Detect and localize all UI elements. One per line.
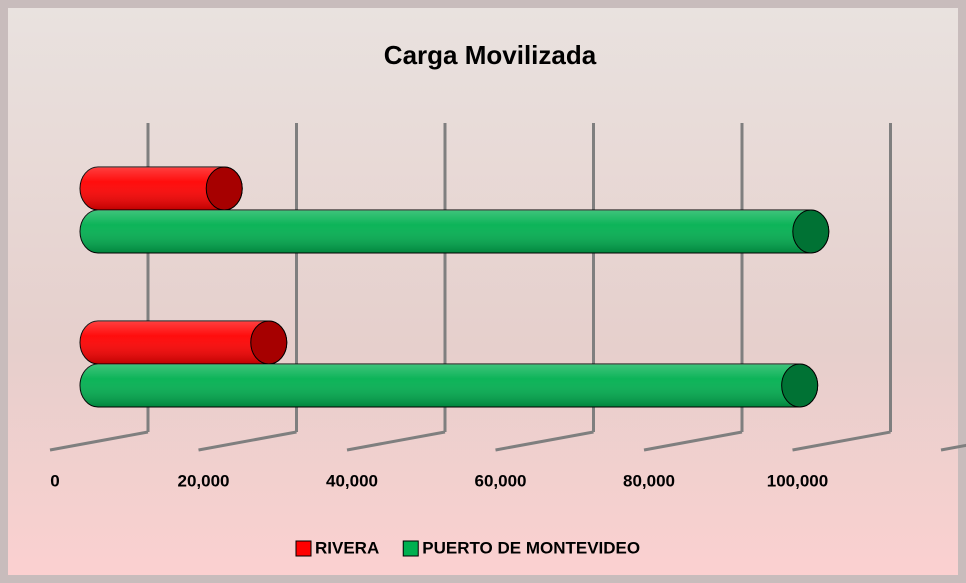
floor-line: [643, 430, 743, 452]
floor-end: [940, 443, 966, 452]
legend-swatch: [402, 540, 419, 557]
floor-line: [198, 430, 297, 452]
x-tick-label: 100,000: [767, 471, 828, 490]
chart-title: Carga Movilizada: [384, 40, 597, 70]
bar-cap-shade: [781, 364, 818, 407]
bar-shade: [80, 321, 287, 364]
legend-label: RIVERA: [315, 538, 379, 557]
bar: [79, 209, 830, 254]
x-tick-label: 40,000: [326, 471, 378, 490]
floor-line: [49, 430, 149, 452]
bar-cap-shade: [792, 210, 829, 253]
bar-cap: [792, 209, 830, 254]
chart-area: [8, 8, 958, 575]
floor-line: [495, 430, 594, 452]
bar-shade: [80, 167, 243, 210]
bar-shade: [80, 210, 829, 253]
x-tick-label: 80,000: [623, 471, 675, 490]
bar-cap: [781, 363, 819, 408]
bar-shade: [80, 364, 818, 407]
bar-cap-shade: [206, 167, 243, 210]
floor-line: [792, 430, 891, 452]
legend-swatch: [295, 540, 312, 557]
bar: [79, 166, 243, 211]
bar: [79, 320, 288, 365]
bar-cap-shade: [250, 321, 287, 364]
legend-label: PUERTO DE MONTEVIDEO: [422, 538, 640, 557]
x-tick-label: 60,000: [475, 471, 527, 490]
x-tick-label: 0: [50, 471, 59, 490]
x-tick-label: 20,000: [178, 471, 230, 490]
floor-line: [346, 430, 446, 452]
bar: [79, 363, 819, 408]
